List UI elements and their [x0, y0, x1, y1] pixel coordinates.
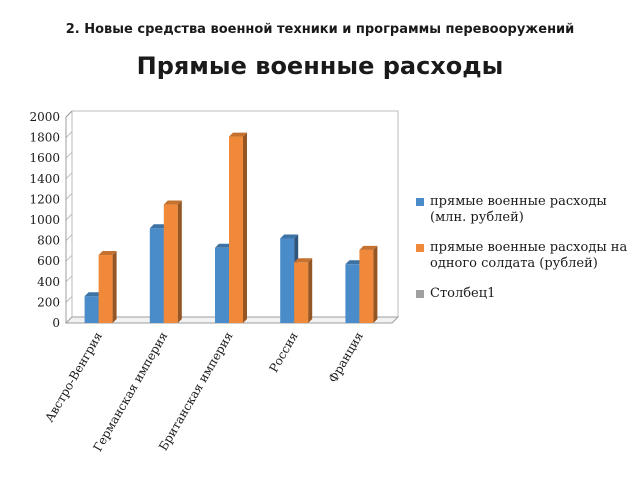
- y-tick-label: 0: [52, 316, 60, 330]
- grid-line: [65, 193, 73, 200]
- bar: [149, 228, 164, 323]
- bar-top: [163, 200, 182, 205]
- x-tick-label: Германская империя: [90, 330, 170, 454]
- legend-label: прямые военные расходы на одного солдата…: [430, 240, 628, 271]
- bar-top: [149, 224, 168, 229]
- bar-top: [215, 243, 233, 248]
- grid-line: [65, 213, 73, 221]
- bar: [84, 296, 99, 323]
- x-tick-label: Британская империя: [156, 330, 235, 454]
- bar: [280, 238, 295, 323]
- y-tick-label: 200: [37, 295, 60, 309]
- bar: [229, 136, 243, 323]
- bar-side: [177, 200, 182, 323]
- bar: [294, 262, 309, 323]
- bar: [345, 264, 360, 323]
- bar: [359, 249, 374, 323]
- x-tick-label: Австро-Венгрия: [42, 330, 105, 425]
- bar-top: [280, 234, 299, 239]
- bars: [84, 132, 378, 323]
- bar-top: [229, 132, 247, 137]
- y-tick-label: 1000: [29, 213, 60, 227]
- bar-side: [243, 132, 247, 323]
- y-tick-label: 1400: [29, 172, 60, 186]
- y-axis-top: [65, 110, 73, 118]
- legend-swatch: [416, 290, 424, 298]
- grid-line: [65, 275, 73, 283]
- legend-item: прямые военные расходы на одного солдата…: [416, 240, 636, 272]
- bar-side: [308, 258, 313, 323]
- y-tick-label: 600: [37, 254, 60, 268]
- y-tick-labels: 0 200 400 600 800 1000 1200 1400 1600 1800 2000: [29, 110, 60, 330]
- bar-top: [98, 251, 117, 256]
- legend-item: прямые военные расходы (млн. рублей): [416, 194, 636, 226]
- legend-swatch: [416, 198, 424, 206]
- bar-side: [112, 251, 117, 323]
- legend: прямые военные расходы (млн. рублей) пря…: [416, 194, 636, 302]
- legend-label: прямые военные расходы (млн. рублей): [430, 194, 607, 225]
- section-heading: 2. Новые средства военной техники и прог…: [65, 22, 575, 37]
- grid-line: [65, 172, 73, 180]
- legend-item: Столбец1: [416, 286, 636, 302]
- bar: [98, 255, 113, 323]
- bar-top: [84, 292, 103, 297]
- legend-label: Столбец1: [430, 286, 496, 301]
- y-tick-label: 2000: [29, 110, 60, 124]
- y-tick-label: 1600: [29, 151, 60, 165]
- bar-top: [294, 258, 313, 263]
- bar-side: [373, 245, 378, 323]
- grid-line: [65, 131, 73, 138]
- y-tick-label: 1800: [29, 131, 60, 145]
- grid-line: [65, 151, 73, 159]
- bar: [163, 204, 178, 323]
- chart-title: Прямые военные расходы: [136, 52, 504, 80]
- grid-line: [65, 234, 73, 241]
- y-tick-label: 400: [37, 275, 60, 289]
- bar-top: [359, 245, 378, 250]
- bar-top: [345, 260, 364, 265]
- y-tick-label: 800: [37, 234, 60, 248]
- legend-swatch: [416, 244, 424, 252]
- y-tick-label: 1200: [29, 192, 60, 206]
- x-tick-label: Франция: [326, 330, 366, 386]
- grid-line: [65, 254, 73, 262]
- grid-line: [65, 296, 73, 303]
- x-tick-label: Россия: [267, 330, 301, 375]
- bar: [215, 247, 229, 323]
